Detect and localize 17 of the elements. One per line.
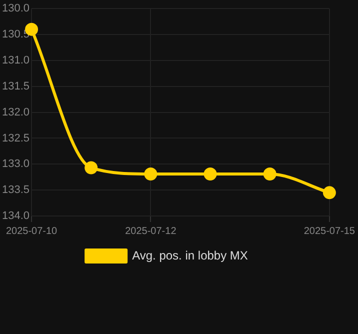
x-tick-label: 2025-07-10 bbox=[6, 226, 58, 237]
y-tick-label: 133.5 bbox=[2, 184, 30, 196]
y-tick-label: 131.5 bbox=[2, 80, 30, 92]
y-tick-label: 131.0 bbox=[2, 54, 30, 66]
legend-label: Avg. pos. in lobby MX bbox=[132, 248, 248, 262]
x-tick-label: 2025-07-15 bbox=[304, 226, 356, 237]
y-tick-label: 132.5 bbox=[2, 132, 30, 144]
x-tick-label: 2025-07-12 bbox=[125, 226, 177, 237]
y-tick-label: 133.0 bbox=[2, 158, 30, 170]
point bbox=[84, 161, 98, 174]
y-tick-label: 134.0 bbox=[2, 210, 30, 222]
point bbox=[144, 168, 158, 180]
point bbox=[204, 168, 217, 180]
point bbox=[322, 186, 336, 200]
y-tick-label: 130.0 bbox=[2, 2, 30, 15]
y-tick-label: 132.0 bbox=[2, 106, 30, 118]
point bbox=[263, 168, 276, 180]
